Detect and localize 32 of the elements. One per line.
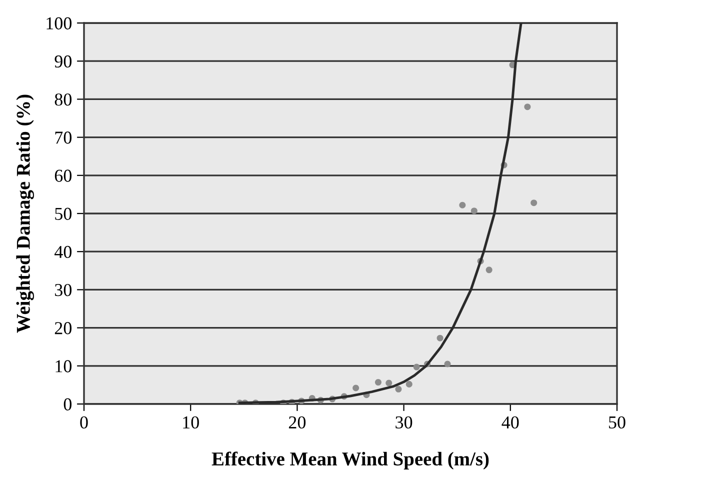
point: [444, 360, 451, 368]
x-tick-label: 0: [80, 416, 88, 429]
point: [459, 202, 466, 208]
point: [395, 386, 402, 392]
y-tick-label: 10: [56, 360, 72, 372]
x-tick-label: 10: [183, 416, 199, 429]
y-tick-label: 100: [46, 17, 72, 30]
x-tick-label: 50: [609, 416, 626, 429]
y-axis-title: Weighted Damage Ratio (%): [16, 94, 34, 333]
y-tick-label: 50: [55, 208, 72, 220]
point: [413, 364, 420, 370]
point: [470, 208, 478, 214]
x-tick-label: 20: [288, 416, 306, 429]
point: [406, 380, 412, 388]
y-tick-label: 70: [55, 132, 72, 144]
y-tick-label: 90: [54, 55, 72, 68]
point: [436, 334, 444, 342]
point: [352, 384, 360, 392]
x-tick-label: 40: [502, 416, 519, 429]
x-axis-title: Effective Mean Wind Speed (m/s): [212, 452, 489, 470]
y-tick-label: 60: [54, 170, 72, 182]
point: [486, 266, 492, 274]
x-tick-label: 30: [396, 416, 412, 429]
point: [386, 380, 392, 386]
y-tick-label: 30: [55, 284, 72, 296]
y-tick-label: 0: [64, 398, 72, 410]
point: [530, 200, 538, 206]
y-tick-label: 80: [54, 93, 72, 106]
y-tick-label: 20: [54, 322, 72, 334]
y-tick-label: 40: [54, 246, 72, 258]
point: [374, 379, 382, 386]
point: [524, 104, 531, 110]
